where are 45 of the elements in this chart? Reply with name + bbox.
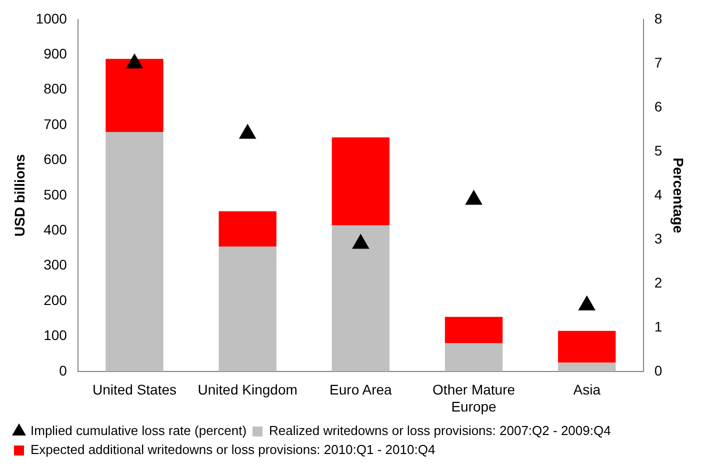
y2-tick-label: 6: [654, 98, 662, 114]
point: [465, 190, 482, 205]
x-tick-label: Other Mature Europe: [432, 382, 516, 414]
bar: [332, 225, 390, 372]
y-tick-label: 300: [44, 256, 68, 273]
y-tick-label: 600: [44, 151, 68, 168]
y-tick-label: 400: [44, 221, 68, 238]
y2-tick-label: 4: [654, 186, 662, 202]
legend-label: Implied cumulative loss rate (percent): [30, 423, 247, 438]
y-tick-label: 900: [44, 45, 68, 62]
bar: [218, 211, 276, 246]
y2-tick-label: 7: [654, 54, 662, 70]
y-tick-label: 500: [44, 186, 68, 202]
point: [352, 234, 369, 249]
y-tick-label: 1000: [36, 10, 68, 26]
y-tick-label: 200: [44, 292, 68, 308]
bar: [558, 362, 616, 372]
bar: [218, 246, 276, 372]
y-tick-label: 700: [44, 116, 68, 132]
bar: [558, 330, 616, 363]
bar: [332, 137, 390, 226]
y-tick-label: 0: [59, 362, 68, 378]
x-tick-label: Euro Area: [330, 382, 392, 398]
y-axis-title: USD billions: [11, 154, 28, 237]
legend-label: Realized writedowns or loss provisions: 2007:Q2 - 2009:Q4: [269, 423, 611, 438]
point: [578, 296, 596, 310]
y2-tick-label: 8: [654, 10, 662, 26]
bar: [106, 58, 164, 132]
y2-tick-label: 1: [654, 318, 662, 334]
x-tick-label: Asia: [573, 382, 601, 398]
bar: [106, 132, 164, 372]
y2-tick-label: 0: [654, 362, 662, 378]
x-tick-label: United States: [92, 382, 177, 398]
y-tick-label: 800: [44, 80, 68, 97]
legend-label: Expected additional writedowns or loss provisions: 2010:Q1 - 2010:Q4: [30, 442, 436, 458]
y2-axis-title: Percentage: [670, 158, 687, 234]
bar: [444, 343, 503, 372]
point: [126, 54, 143, 68]
y2-tick-label: 3: [654, 230, 662, 246]
x-tick-label: United Kingdom: [198, 382, 298, 398]
y2-tick-label: 5: [654, 142, 662, 158]
point: [239, 124, 256, 139]
bar: [444, 316, 503, 344]
y2-tick-label: 2: [654, 274, 662, 290]
y-tick-label: 100: [44, 327, 68, 344]
